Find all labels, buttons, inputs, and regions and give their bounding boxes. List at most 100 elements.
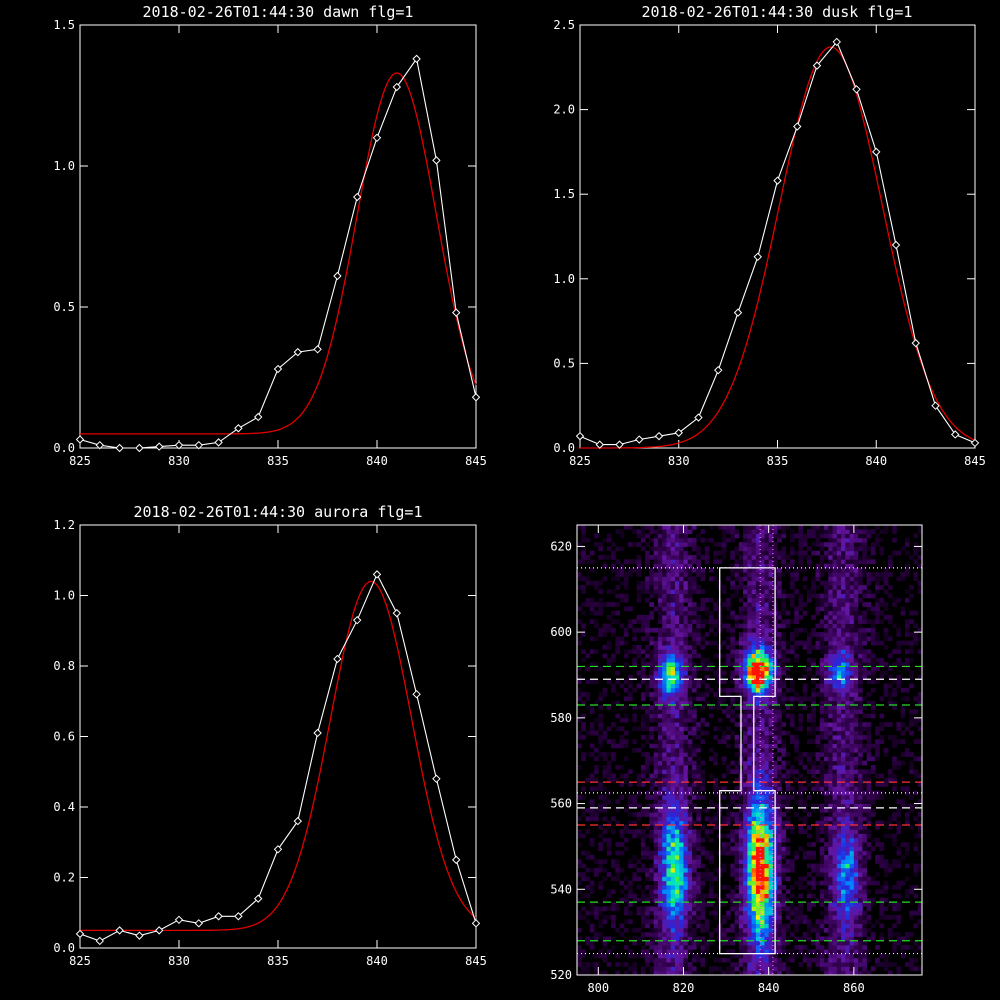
image-pixel — [615, 743, 620, 749]
image-pixel — [845, 919, 850, 924]
image-pixel — [692, 820, 697, 826]
image-pixel — [870, 876, 876, 882]
image-pixel — [785, 786, 791, 792]
image-pixel — [896, 627, 902, 633]
image-pixel — [683, 687, 689, 693]
image-pixel — [683, 829, 689, 834]
image-pixel — [679, 807, 684, 813]
image-pixel — [649, 786, 655, 792]
image-pixel — [640, 627, 646, 633]
aurora-data-point-13 — [333, 654, 342, 664]
image-pixel — [645, 692, 650, 697]
image-pixel — [896, 966, 902, 972]
image-pixel — [841, 722, 846, 727]
image-pixel — [683, 833, 689, 839]
image-pixel — [760, 829, 765, 834]
image-pixel — [657, 657, 663, 663]
image-pixel — [619, 867, 625, 873]
image-pixel — [632, 627, 638, 633]
image-pixel — [662, 867, 667, 873]
image-pixel — [824, 970, 829, 976]
image-pixel — [743, 610, 748, 616]
image-pixel — [683, 739, 689, 744]
image-pixel — [858, 902, 863, 907]
image-pixel — [883, 915, 889, 920]
image-pixel — [632, 927, 638, 933]
image-pixel — [866, 880, 872, 886]
image-pixel — [747, 585, 753, 590]
image-pixel — [581, 722, 586, 727]
image-pixel — [828, 902, 833, 907]
image-pixel — [687, 782, 693, 787]
image-pixel — [858, 756, 863, 762]
image-pixel — [589, 730, 595, 736]
image-pixel — [726, 910, 731, 916]
image-pixel — [717, 957, 723, 963]
image-pixel — [713, 786, 718, 792]
image-pixel — [755, 747, 761, 753]
image-pixel — [755, 675, 761, 680]
image-pixel — [836, 602, 842, 607]
image-pixel — [687, 867, 693, 873]
image-pixel — [909, 717, 914, 723]
image-pixel — [709, 829, 714, 834]
image-pixel — [717, 739, 723, 744]
image-pixel — [670, 936, 676, 942]
image-pixel — [662, 795, 667, 800]
image-pixel — [764, 730, 770, 736]
image-pixel — [862, 615, 868, 620]
image-pixel — [836, 786, 842, 792]
image-pixel — [777, 923, 782, 929]
image-pixel — [683, 597, 689, 603]
image-pixel — [598, 666, 603, 672]
image-pixel — [828, 876, 833, 882]
image-pixel — [781, 962, 787, 967]
image-pixel — [755, 837, 761, 843]
image-pixel — [764, 957, 770, 963]
image-pixel — [628, 619, 633, 624]
image-pixel — [653, 829, 659, 834]
image-pixel — [594, 966, 599, 972]
image-pixel — [841, 645, 846, 650]
image-pixel — [734, 752, 740, 757]
image-pixel — [674, 662, 680, 667]
image-pixel — [807, 717, 812, 723]
image-pixel — [802, 829, 808, 834]
image-pixel — [811, 782, 816, 787]
image-pixel — [751, 923, 757, 929]
image-pixel — [760, 713, 765, 719]
image-pixel — [683, 915, 689, 920]
image-pixel — [845, 632, 850, 637]
image-pixel — [747, 897, 753, 903]
image-pixel — [892, 902, 897, 907]
image-pixel — [853, 619, 859, 624]
image-pixel — [777, 610, 782, 616]
image-pixel — [594, 915, 599, 920]
image-pixel — [798, 705, 804, 710]
image-pixel — [853, 949, 859, 954]
image-pixel — [632, 970, 638, 976]
image-pixel — [900, 687, 906, 693]
image-pixel — [887, 833, 893, 839]
image-pixel — [589, 923, 595, 929]
image-pixel — [836, 662, 842, 667]
image-pixel — [836, 829, 842, 834]
image-pixel — [709, 885, 714, 890]
image-pixel — [666, 765, 672, 770]
image-pixel — [904, 619, 910, 624]
image-pixel — [764, 790, 770, 796]
image-pixel — [849, 932, 855, 937]
image-pixel — [602, 576, 608, 582]
image-pixel — [662, 645, 667, 650]
image-pixel — [670, 957, 676, 963]
image-pixel — [760, 675, 765, 680]
image-pixel — [632, 962, 638, 967]
image-pixel — [721, 932, 727, 937]
image-pixel — [760, 760, 765, 766]
image-pixel — [841, 902, 846, 907]
image-pixel — [717, 786, 723, 792]
image-pixel — [704, 850, 710, 856]
image-pixel — [866, 807, 872, 813]
image-pixel — [785, 696, 791, 702]
image-pixel — [862, 777, 868, 783]
